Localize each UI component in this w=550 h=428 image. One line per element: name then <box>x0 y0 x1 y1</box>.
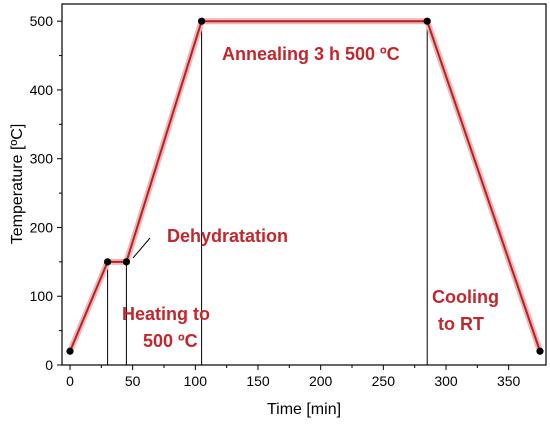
y-tick-label: 200 <box>30 219 54 235</box>
data-point <box>423 17 431 25</box>
x-tick-label: 200 <box>309 373 333 389</box>
x-tick-label: 350 <box>497 373 521 389</box>
data-point <box>536 347 544 355</box>
x-tick-label: 100 <box>184 373 208 389</box>
annotation-heating-line2: 500 ºC <box>143 331 198 351</box>
annotation-annealing: Annealing 3 h 500 ºC <box>222 44 400 64</box>
x-axis-label: Time [min] <box>267 401 341 418</box>
annotation-heating-line1: Heating to <box>122 304 210 324</box>
series-line <box>69 20 541 352</box>
guide-lines <box>107 21 428 365</box>
annotation-cooling-line1: Cooling <box>432 287 499 307</box>
y-axis-ticks: 0 100 200 300 400 500 <box>30 13 62 373</box>
data-point <box>122 258 130 266</box>
x-tick-label: 300 <box>434 373 458 389</box>
y-tick-label: 300 <box>30 151 54 167</box>
x-tick-label: 250 <box>372 373 396 389</box>
dehydratation-pointer <box>132 237 151 259</box>
y-tick-label: 500 <box>30 13 54 29</box>
x-axis-ticks: 0 50 100 150 200 250 300 350 <box>66 365 521 389</box>
y-tick-label: 0 <box>45 357 53 373</box>
data-point <box>66 347 74 355</box>
plot-frame <box>61 3 547 366</box>
x-tick-label: 0 <box>66 373 74 389</box>
data-point <box>198 17 206 25</box>
y-axis-label: Temperature [ºC] <box>9 124 26 245</box>
y-tick-label: 100 <box>30 288 54 304</box>
annotation-cooling-line2: to RT <box>438 314 484 334</box>
y-tick-label: 400 <box>30 82 54 98</box>
data-point <box>104 258 112 266</box>
series-layer <box>67 18 543 353</box>
x-tick-label: 50 <box>125 373 141 389</box>
data-points <box>66 17 544 355</box>
annotation-dehydratation: Dehydratation <box>167 226 288 246</box>
x-tick-label: 150 <box>246 373 270 389</box>
